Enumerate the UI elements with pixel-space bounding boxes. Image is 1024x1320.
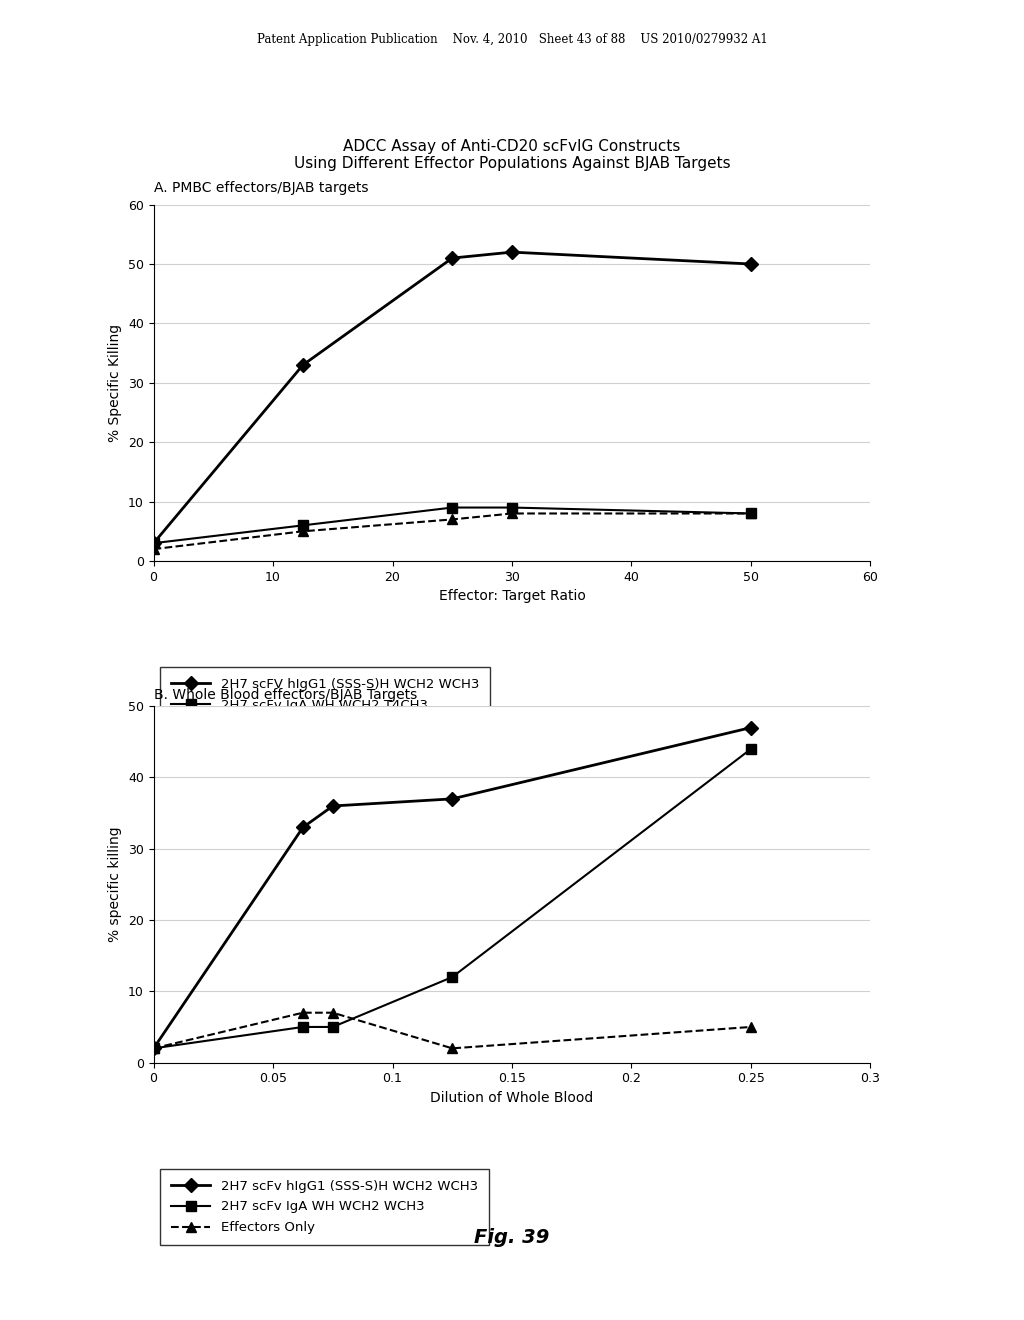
Text: Patent Application Publication    Nov. 4, 2010   Sheet 43 of 88    US 2010/02799: Patent Application Publication Nov. 4, 2… [257, 33, 767, 46]
Text: Fig. 39: Fig. 39 [474, 1229, 550, 1247]
Text: B. Whole Blood effectors/BJAB Targets: B. Whole Blood effectors/BJAB Targets [154, 688, 417, 702]
X-axis label: Effector: Target Ratio: Effector: Target Ratio [438, 589, 586, 603]
Y-axis label: % Specific Killing: % Specific Killing [109, 323, 122, 442]
Text: ADCC Assay of Anti-CD20 scFvIG Constructs
Using Different Effector Populations A: ADCC Assay of Anti-CD20 scFvIG Construct… [294, 139, 730, 172]
Legend: 2H7 scFV hIgG1 (SSS-S)H WCH2 WCH3, 2H7 scFv IgA WH WCH2 T4CH3, Effectors Only: 2H7 scFV hIgG1 (SSS-S)H WCH2 WCH3, 2H7 s… [160, 668, 489, 743]
Legend: 2H7 scFv hIgG1 (SSS-S)H WCH2 WCH3, 2H7 scFv IgA WH WCH2 WCH3, Effectors Only: 2H7 scFv hIgG1 (SSS-S)H WCH2 WCH3, 2H7 s… [160, 1170, 488, 1245]
Y-axis label: % specific killing: % specific killing [109, 826, 122, 942]
X-axis label: Dilution of Whole Blood: Dilution of Whole Blood [430, 1090, 594, 1105]
Text: A. PMBC effectors/BJAB targets: A. PMBC effectors/BJAB targets [154, 181, 368, 195]
